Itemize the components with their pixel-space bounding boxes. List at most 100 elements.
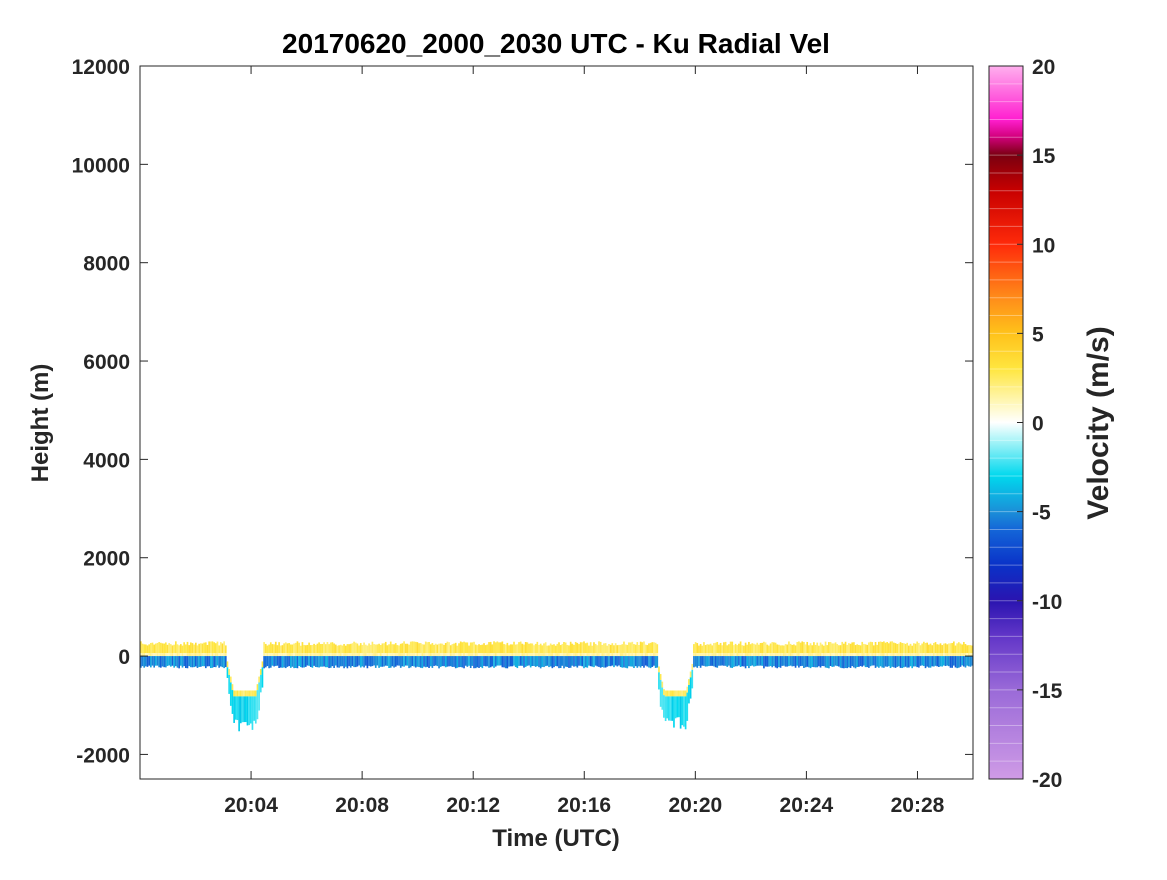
echo-lower-column	[728, 656, 730, 666]
echo-lower-column	[543, 656, 545, 668]
echo-lower-column	[771, 656, 774, 668]
echo-surface-column	[846, 653, 849, 657]
echo-upper-column	[218, 645, 220, 654]
echo-upper-column	[879, 641, 882, 654]
echo-upper-column	[638, 644, 640, 654]
echo-lower-column	[168, 656, 170, 666]
echo-upper-column	[159, 642, 162, 654]
echo-upper-column	[404, 643, 407, 654]
echo-upper-column	[449, 645, 452, 654]
echo-upper-column	[628, 642, 630, 654]
echo-surface-column	[441, 653, 444, 657]
echo-surface-column	[443, 653, 445, 657]
echo-lower-column	[969, 656, 972, 667]
echo-surface-column	[634, 653, 637, 657]
echo-surface-column	[371, 653, 374, 657]
echo-surface-column	[706, 653, 709, 657]
echo-upper-column	[878, 641, 880, 654]
echo-surface-column	[764, 653, 767, 657]
echo-lower-column	[223, 656, 225, 669]
echo-lower-column	[318, 656, 320, 668]
echo-surface-column	[493, 653, 495, 657]
echo-surface-column	[721, 653, 724, 657]
echo-upper-column	[791, 644, 794, 654]
echo-lower-column	[181, 656, 184, 668]
echo-upper-column	[308, 642, 310, 654]
echo-lower-column	[496, 656, 499, 666]
echo-surface-column	[423, 653, 425, 657]
echo-lower-column	[641, 656, 644, 667]
echo-lower-column	[634, 656, 637, 667]
echo-lower-column	[619, 656, 622, 668]
echo-lower-column	[954, 656, 957, 668]
echo-lower-column	[203, 656, 205, 667]
echo-upper-column	[779, 645, 782, 654]
echo-lower-column	[756, 656, 759, 666]
echo-upper-column	[406, 643, 409, 654]
echo-upper-column	[294, 642, 297, 654]
echo-lower-column	[898, 656, 900, 667]
echo-lower-column	[416, 656, 419, 667]
echo-upper-column	[316, 643, 319, 654]
echo-lower-column	[388, 656, 390, 669]
echo-upper-column	[899, 642, 902, 654]
echo-upper-column	[533, 645, 535, 654]
echo-upper-column	[191, 643, 194, 654]
echo-surface-column	[646, 653, 649, 657]
echo-upper-column	[914, 643, 917, 654]
echo-lower-column	[694, 656, 697, 667]
echo-upper-column	[164, 642, 167, 654]
echo-surface-column	[613, 653, 615, 657]
echo-lower-column	[289, 656, 292, 668]
echo-upper-column	[478, 644, 480, 654]
echo-surface-column	[149, 653, 152, 657]
echo-upper-column	[324, 644, 327, 654]
echo-surface-column	[766, 653, 769, 657]
x-tick-label: 20:28	[891, 794, 945, 817]
echo-upper-column	[211, 641, 214, 654]
echo-lower-column	[328, 656, 330, 669]
echo-lower-column	[499, 656, 502, 666]
echo-upper-column	[414, 641, 417, 654]
echo-dip-top	[674, 690, 677, 697]
echo-upper-column	[301, 642, 304, 654]
echo-surface-column	[789, 653, 792, 657]
echo-upper-column	[391, 644, 394, 654]
echo-upper-column	[869, 641, 872, 654]
echo-upper-column	[828, 642, 830, 654]
echo-surface-column	[199, 653, 202, 657]
echo-surface-column	[178, 653, 180, 657]
echo-lower-column	[964, 656, 967, 668]
echo-surface-column	[448, 653, 450, 657]
echo-upper-column	[861, 641, 864, 654]
echo-lower-column	[509, 656, 512, 667]
echo-lower-column	[716, 656, 719, 668]
echo-surface-column	[701, 653, 704, 657]
echo-upper-column	[958, 642, 960, 654]
echo-surface-column	[221, 653, 224, 657]
echo-upper-column	[526, 642, 529, 654]
echo-lower-column	[633, 656, 635, 669]
echo-dip-column	[669, 696, 672, 721]
echo-lower-column	[931, 656, 934, 667]
echo-surface-column	[334, 653, 337, 657]
echo-upper-column	[868, 642, 870, 654]
echo-surface-column	[968, 653, 970, 657]
echo-surface-column	[159, 653, 162, 657]
echo-surface-column	[553, 653, 555, 657]
echo-lower-column	[764, 656, 767, 667]
echo-surface-column	[934, 653, 937, 657]
echo-dip-top	[679, 690, 682, 697]
echo-lower-column	[894, 656, 897, 668]
y-tick-label: 8000	[83, 253, 130, 276]
echo-lower-column	[759, 656, 762, 666]
echo-lower-column	[141, 656, 144, 667]
echo-lower-column	[493, 656, 495, 668]
echo-surface-column	[398, 653, 400, 657]
echo-lower-column	[399, 656, 402, 668]
echo-lower-column	[291, 656, 294, 667]
echo-upper-column	[424, 641, 427, 654]
echo-lower-column	[608, 656, 610, 667]
echo-surface-column	[308, 653, 310, 657]
echo-lower-column	[449, 656, 452, 667]
